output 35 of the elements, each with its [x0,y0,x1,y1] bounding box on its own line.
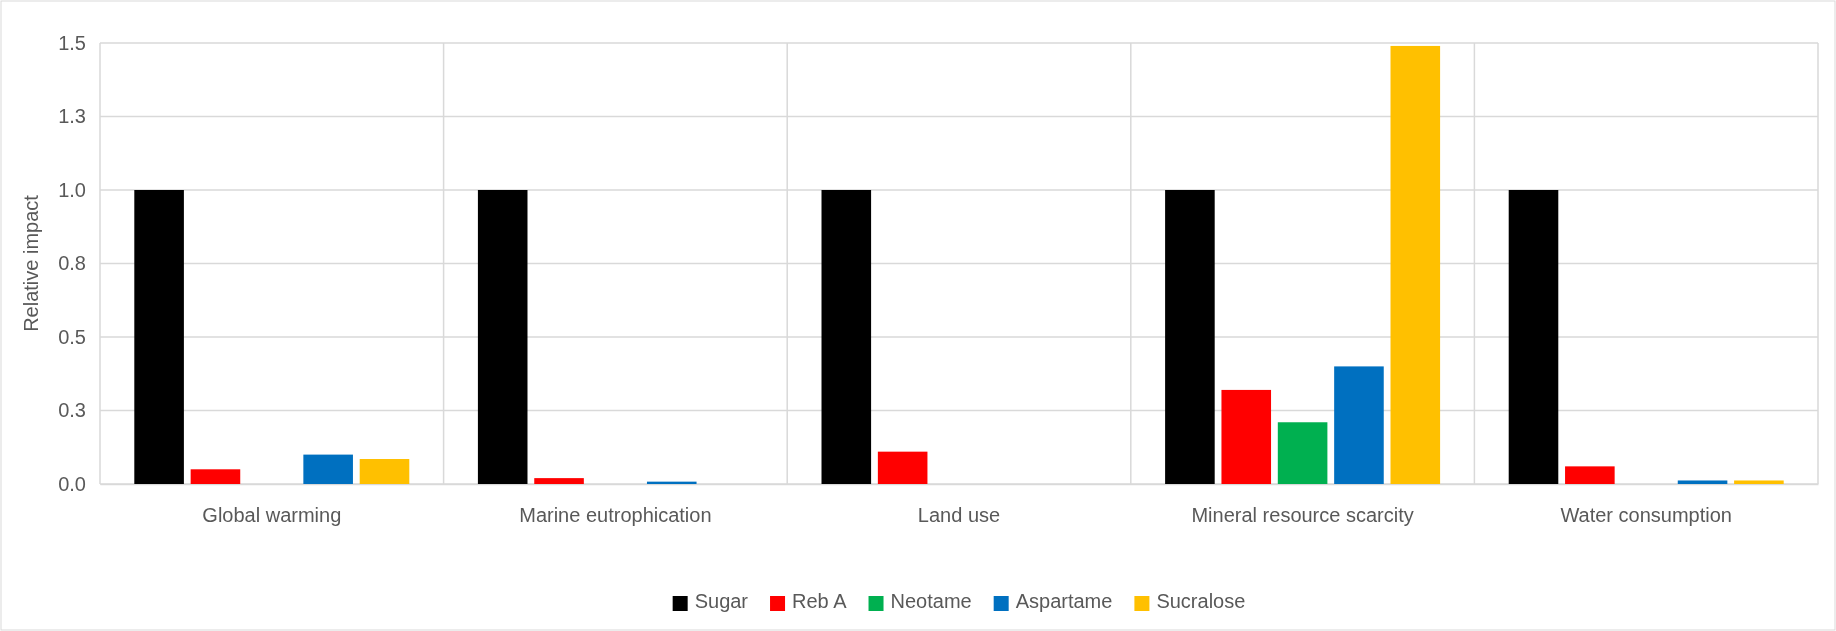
y-tick-label: 0.3 [58,399,86,422]
bar [303,454,353,484]
x-tick-label: Land use [917,504,1001,527]
x-tick-label: Marine eutrophication [519,504,712,527]
legend-label: Sugar [694,590,749,612]
legend-label: Sucralose [1156,590,1246,612]
y-tick-label: 1.5 [58,31,86,54]
legend-label: Neotame [890,590,972,612]
bar [534,478,584,484]
bar [1734,480,1784,484]
bar [821,190,872,484]
bar [877,451,928,484]
bar [359,459,410,484]
y-tick-label: 0.0 [58,472,86,495]
bar [1221,389,1272,484]
x-tick-label: Water consumption [1560,504,1732,527]
x-tick-label: Global warming [202,504,342,527]
bar [1165,190,1215,484]
bar [134,190,184,484]
y-tick-label: 1.0 [58,178,86,201]
bar [1677,480,1728,484]
bar [1334,366,1384,484]
bar [1390,45,1441,484]
bar [1508,190,1559,484]
y-tick-label: 1.3 [58,105,86,128]
legend-label: Aspartame [1015,590,1113,612]
y-axis-title: Relative impact [20,194,42,332]
y-tick-label: 0.5 [58,325,86,348]
x-tick-label: Mineral resource scarcity [1191,504,1414,527]
bar [1565,466,1615,484]
legend-label: Reb A [792,590,848,612]
bar [477,190,528,484]
bar [190,469,241,484]
y-tick-label: 0.8 [58,252,86,275]
bar [1277,422,1328,484]
